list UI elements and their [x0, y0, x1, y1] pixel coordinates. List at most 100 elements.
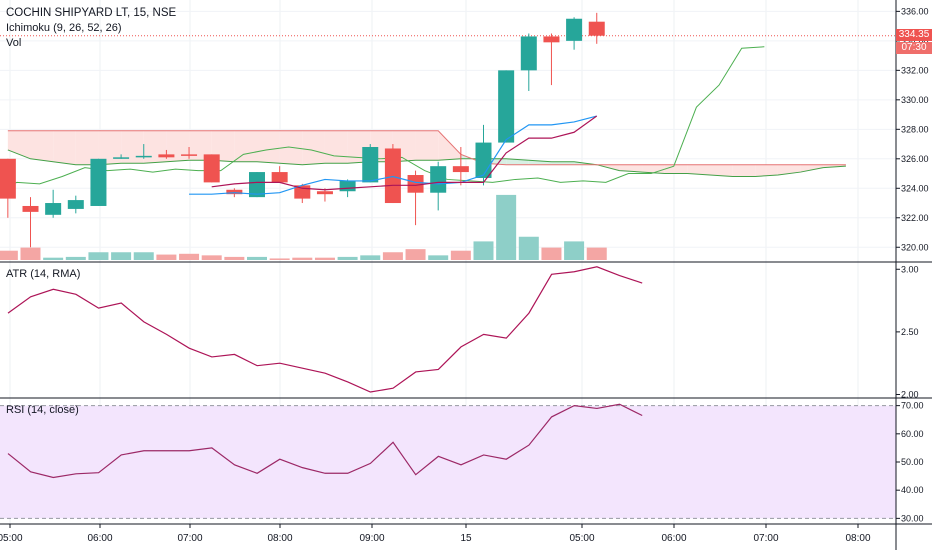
volume-bar: [337, 256, 358, 260]
volume-bar: [133, 252, 154, 260]
rsi-axis-label: 30.00: [901, 513, 924, 523]
candle-body: [135, 155, 152, 158]
candle-body: [45, 203, 62, 215]
cloud-segment: [166, 130, 190, 162]
cloud-segment: [98, 130, 122, 165]
candle-body: [158, 154, 175, 158]
time-axis-label: 15: [460, 533, 472, 544]
candle-body: [316, 191, 333, 195]
candle-body: [203, 154, 220, 183]
price-axis-label: 324.00: [901, 183, 929, 193]
volume-bar: [20, 247, 41, 260]
ichimoku-leading-span-a: [7, 149, 846, 177]
rsi-axis-label: 40.00: [901, 485, 924, 495]
candle-body: [543, 36, 560, 43]
candle-body: [90, 158, 107, 206]
cloud-segment: [53, 130, 76, 165]
volume-bar: [564, 241, 585, 260]
candle-body: [113, 157, 130, 159]
time-axis-label: 07:00: [177, 533, 202, 544]
cloud-segment: [732, 164, 756, 177]
time-axis-label: 07:00: [753, 533, 778, 544]
price-axis-label: 320.00: [901, 242, 929, 252]
candle-body: [498, 70, 515, 143]
time-axis-label: 09:00: [359, 533, 384, 544]
time-axis-label: 06:00: [87, 533, 112, 544]
volume-legend[interactable]: Vol: [6, 37, 22, 49]
cloud-segment: [211, 130, 235, 162]
cloud-segment: [30, 130, 54, 162]
atr-axis-label: 2.50: [901, 327, 919, 337]
volume-bar: [428, 255, 449, 260]
rsi-band-fill: [0, 405, 896, 519]
candle-body: [67, 200, 84, 209]
time-axis-label: 05:00: [569, 533, 594, 544]
ichimoku-base-line: [211, 115, 598, 191]
time-axis-label: 08:00: [267, 533, 292, 544]
ichimoku-legend[interactable]: Ichimoku (9, 26, 52, 26): [6, 22, 122, 34]
time-axis-label: 08:00: [845, 533, 870, 544]
candle-body: [407, 175, 424, 193]
cloud-segment: [415, 130, 439, 161]
candle-body: [384, 148, 401, 204]
volume-bar: [88, 252, 109, 260]
rsi-line: [7, 403, 643, 479]
last-price-tag: 334.35: [896, 29, 932, 41]
atr-axis-label: 2.00: [901, 389, 919, 399]
cloud-segment: [800, 164, 824, 173]
volume-bar: [247, 256, 267, 260]
ichimoku-leading-span-b: [7, 130, 846, 166]
cloud-segment: [143, 130, 167, 164]
volume-bar: [292, 257, 313, 260]
time-axis-label: 06:00: [661, 533, 686, 544]
price-axis-label: 328.00: [901, 124, 929, 134]
rsi-axis-label: 70.00: [901, 401, 924, 411]
volume-bar: [224, 256, 245, 260]
candle-body: [520, 36, 537, 71]
volume-bar: [43, 257, 64, 260]
ichimoku-conversion-line: [189, 115, 597, 195]
cloud-segment: [438, 130, 461, 161]
volume-bar: [0, 250, 18, 260]
candle-body: [475, 142, 492, 178]
volume-bar: [360, 255, 381, 260]
cloud-segment: [710, 164, 733, 177]
candle-body: [566, 18, 583, 41]
volume-bar: [111, 252, 132, 260]
cloud-segment: [619, 164, 643, 173]
cloud-segment: [121, 130, 144, 164]
volume-bar: [179, 253, 200, 260]
volume-bar: [405, 249, 426, 260]
cloud-segment: [257, 130, 280, 164]
atr-axis-label: 3.00: [901, 264, 919, 274]
cloud-segment: [324, 130, 348, 164]
cloud-segment: [234, 130, 257, 162]
atr-line: [7, 266, 643, 393]
price-axis-label: 322.00: [901, 213, 929, 223]
volume-bar: [201, 255, 222, 260]
price-axis-label: 336.00: [901, 6, 929, 16]
atr-legend[interactable]: ATR (14, RMA): [6, 268, 81, 280]
candle-body: [362, 147, 379, 183]
volume-bar: [269, 258, 290, 260]
candle-body: [226, 189, 243, 195]
volume-bar: [314, 257, 335, 260]
candle-body: [430, 166, 447, 193]
price-axis-label: 326.00: [901, 154, 929, 164]
cloud-segment: [755, 164, 778, 177]
candle-body: [452, 166, 469, 173]
price-axis-label: 332.00: [901, 65, 929, 75]
volume-bar: [65, 256, 86, 260]
volume-bar: [450, 250, 471, 260]
candle-body: [339, 180, 356, 192]
candle-body: [0, 158, 16, 199]
candle-body: [22, 205, 39, 212]
rsi-legend[interactable]: RSI (14, close): [6, 404, 79, 416]
volume-bar: [473, 241, 494, 260]
volume-bar: [586, 247, 607, 260]
candle-body: [588, 21, 605, 36]
volume-bar: [156, 254, 177, 260]
volume-bar: [382, 252, 403, 260]
